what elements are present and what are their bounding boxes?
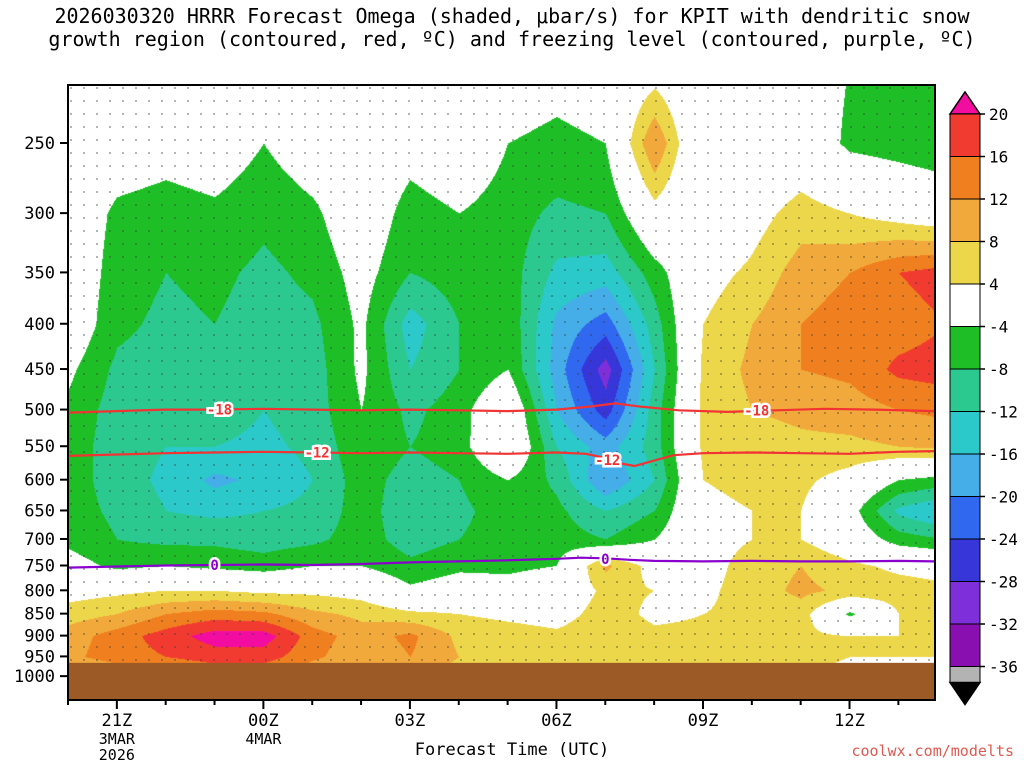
- colorbar-segment: [949, 283, 981, 327]
- colorbar-segment: [949, 113, 981, 157]
- x-tick-label: 09Z: [688, 711, 719, 731]
- colorbar-segment: [949, 241, 981, 285]
- y-tick-label: 650: [24, 501, 55, 521]
- colorbar-tick-label: -16: [989, 445, 1018, 464]
- colorbar-tick-label: -36: [989, 658, 1018, 677]
- colorbar-tick-label: 20: [989, 105, 1008, 124]
- colorbar-segment: [949, 198, 981, 242]
- contour-label-freezing-level-0C: 0: [210, 558, 218, 574]
- watermark: coolwx.com/modelts: [851, 742, 1014, 760]
- y-tick-label: 500: [24, 401, 55, 421]
- colorbar-segment: [949, 368, 981, 412]
- x-tick-label: 06Z: [541, 711, 572, 731]
- colorbar-tick-label: -24: [989, 530, 1018, 549]
- plot-area: -18 -18 -12 -12 0 0 250 300 350 400 450 500 550 600 65…: [14, 84, 936, 764]
- y-tick-label: 250: [24, 134, 55, 154]
- colorbar-segment: [949, 538, 981, 582]
- y-tick-label: 450: [24, 360, 55, 380]
- x-tick-label: 12Z: [834, 711, 865, 731]
- y-tick-label: 600: [24, 471, 55, 491]
- contour-freezing-level-0C: [67, 556, 936, 569]
- y-tick-label: 300: [24, 204, 55, 224]
- stipple-overlay: [68, 85, 935, 700]
- x-axis-label: Forecast Time (UTC): [414, 740, 610, 760]
- surface-band: [68, 662, 935, 700]
- colorbar-segment: [949, 156, 981, 200]
- colorbar-segment-below-min: [949, 666, 981, 683]
- contour-dendritic-growth--12C: [67, 450, 936, 468]
- colorbar-segment: [949, 623, 981, 667]
- x-date-label: 2026: [99, 746, 135, 764]
- colorbar-tick-label: -28: [989, 573, 1018, 592]
- y-tick-label: 850: [24, 605, 55, 625]
- colorbar-tick-label: -4: [989, 318, 1008, 337]
- y-tick-label: 800: [24, 581, 55, 601]
- colorbar-segment: [949, 326, 981, 370]
- x-tick-label: 00Z: [248, 711, 279, 731]
- colorbar-segment: [949, 411, 981, 455]
- colorbar-segment: [949, 581, 981, 625]
- y-tick-label: 1000: [14, 667, 55, 687]
- x-date-label: 4MAR: [245, 730, 282, 748]
- y-tick-label: 400: [24, 315, 55, 335]
- x-tick-label: 21Z: [101, 711, 132, 731]
- colorbar-tick-label: 12: [989, 190, 1008, 209]
- colorbar-bottom-arrow: [948, 681, 982, 706]
- colorbar-tick-label: -20: [989, 488, 1018, 507]
- contour-label-dendritic-growth--18C: -18: [207, 403, 232, 419]
- contour-label-dendritic-growth--18C: -18: [744, 403, 769, 419]
- colorbar-tick-label: 8: [989, 233, 999, 252]
- chart-title-line1: 2026030320 HRRR Forecast Omega (shaded, …: [54, 4, 970, 28]
- colorbar-tick-label: 4: [989, 275, 999, 294]
- contour-label-dendritic-growth--12C: -12: [595, 453, 620, 469]
- chart-title-line2: growth region (contoured, red, ºC) and f…: [48, 27, 976, 51]
- y-tick-label: 550: [24, 437, 55, 457]
- colorbar-tick-label: -8: [989, 360, 1008, 379]
- colorbar-tick-label: 16: [989, 148, 1008, 167]
- colorbar-tick-label: -12: [989, 403, 1018, 422]
- colorbar-top-arrow: [948, 90, 982, 115]
- y-tick-label: 350: [24, 263, 55, 283]
- plot-frame: [67, 84, 936, 701]
- y-tick-label: 900: [24, 627, 55, 647]
- colorbar-segment: [949, 453, 981, 497]
- y-tick-label: 750: [24, 557, 55, 577]
- colorbar: 20 16 12 8 4 -4 -8 -12 -16 -20 -24 -28 -32 -36: [948, 90, 1018, 706]
- x-date-label: 3MAR: [99, 730, 136, 748]
- colorbar-tick-label: -32: [989, 615, 1018, 634]
- x-tick-label: 03Z: [395, 711, 426, 731]
- contour-label-dendritic-growth--12C: -12: [304, 445, 329, 461]
- colorbar-segment: [949, 496, 981, 540]
- contour-label-freezing-level-0C: 0: [601, 552, 609, 568]
- y-tick-label: 700: [24, 530, 55, 550]
- contour-dendritic-growth--18C: [67, 402, 936, 414]
- y-tick-label: 950: [24, 647, 55, 667]
